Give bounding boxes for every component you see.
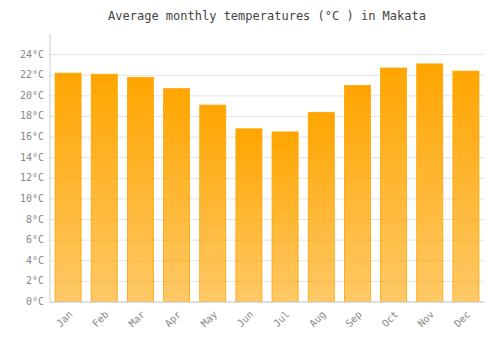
chart: 0°C 2°C 4°C 6°C 8°C 10°C 12°C 14°C 16°C 18°C 20°C 2… xyxy=(0,0,500,350)
y-tick-label: 2°C xyxy=(26,275,44,286)
bar xyxy=(417,64,443,302)
bar xyxy=(200,105,226,302)
x-axis: Jan Feb Mar Apr May Jun Jul Aug Sep Oct Nov Dec xyxy=(54,309,472,330)
bar xyxy=(127,77,153,302)
y-tick-label: 10°C xyxy=(20,193,44,204)
bar xyxy=(91,74,117,302)
bar xyxy=(308,112,334,302)
y-tick-label: 22°C xyxy=(20,69,44,80)
x-tick-label: Mar xyxy=(126,309,147,330)
x-tick-label: Apr xyxy=(163,309,184,330)
title: Average monthly temperatures (°C ) in Ma… xyxy=(108,9,426,23)
x-tick-label: Sep xyxy=(343,309,364,330)
y-axis-line xyxy=(50,34,51,302)
x-tick-label: Aug xyxy=(307,309,328,330)
x-tick-label: Feb xyxy=(90,309,111,330)
y-tick-label: 18°C xyxy=(20,110,44,121)
bars xyxy=(55,64,479,302)
bar xyxy=(344,86,370,302)
bar xyxy=(272,132,298,302)
bar xyxy=(55,73,81,302)
y-tick-label: 8°C xyxy=(26,214,44,225)
bar xyxy=(381,68,407,302)
x-tick-label: Dec xyxy=(452,309,473,330)
y-tick-label: 24°C xyxy=(20,49,44,60)
x-tick-label: Jul xyxy=(271,309,292,330)
bar xyxy=(164,89,190,302)
y-tick-label: 16°C xyxy=(20,131,44,142)
grid-line xyxy=(50,54,484,55)
x-tick-label: Jun xyxy=(235,309,256,330)
y-tick-label: 0°C xyxy=(26,296,44,307)
grid-line xyxy=(50,302,484,303)
grid xyxy=(50,55,484,302)
chart-container: 0°C 2°C 4°C 6°C 8°C 10°C 12°C 14°C 16°C 18°C 20°C 2… xyxy=(0,0,500,350)
x-tick-label: Jan xyxy=(54,309,75,330)
x-tick-label: May xyxy=(199,309,220,330)
y-tick-label: 12°C xyxy=(20,172,44,183)
x-tick-label: Nov xyxy=(416,309,437,330)
y-axis: 0°C 2°C 4°C 6°C 8°C 10°C 12°C 14°C 16°C 18°C 20°C 2… xyxy=(20,49,44,307)
y-tick-label: 14°C xyxy=(20,152,44,163)
y-tick-label: 4°C xyxy=(26,255,44,266)
x-axis-line xyxy=(50,302,484,303)
y-tick-label: 6°C xyxy=(26,234,44,245)
x-tick-label: Oct xyxy=(380,309,401,330)
bar xyxy=(453,71,479,302)
bar xyxy=(236,129,262,302)
y-tick-label: 20°C xyxy=(20,90,44,101)
